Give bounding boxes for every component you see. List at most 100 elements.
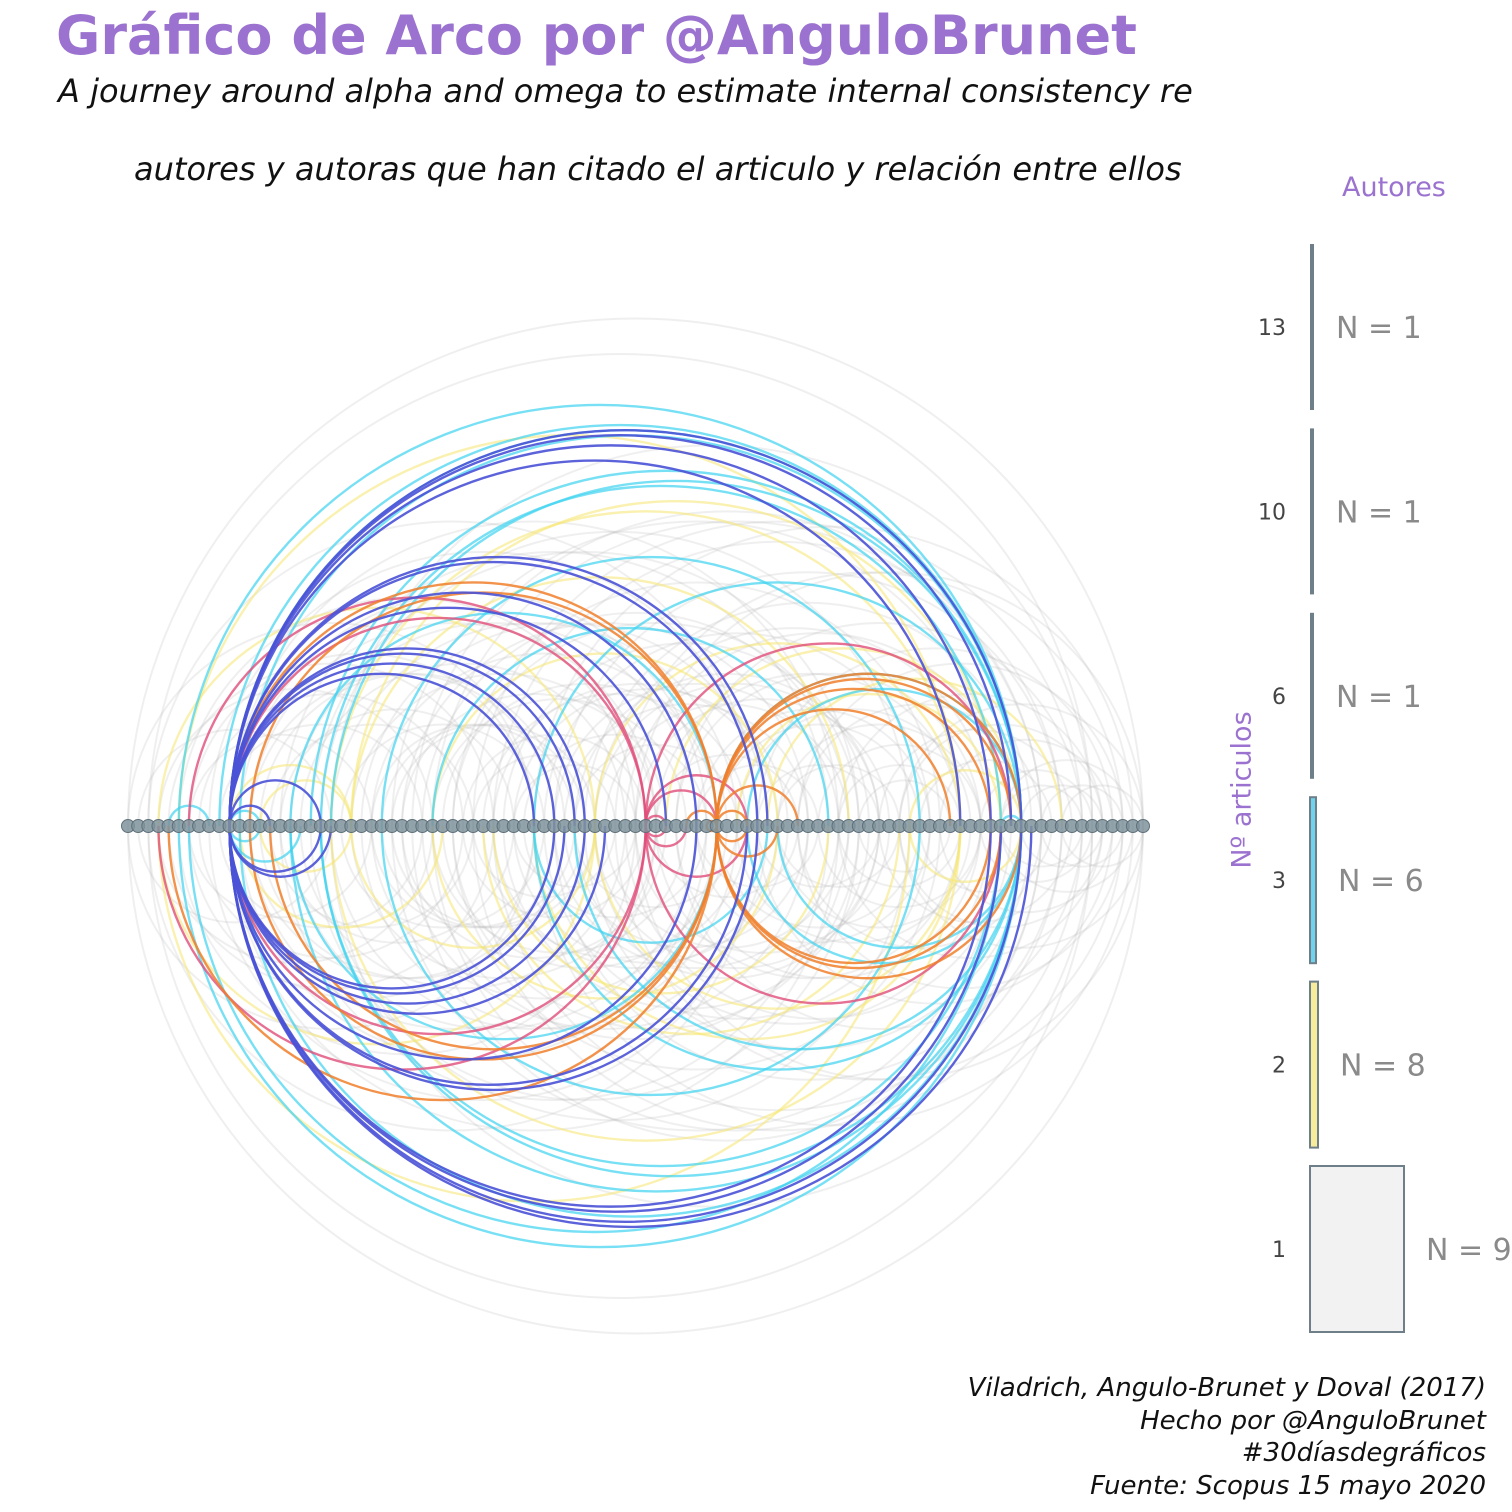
legend-bar xyxy=(1309,980,1319,1149)
arc-edge xyxy=(999,825,1134,893)
arc-edge xyxy=(319,825,911,1122)
arc-edge xyxy=(776,825,982,929)
arc-edge xyxy=(573,825,738,909)
arc-edge xyxy=(715,723,921,827)
arc-edge xyxy=(532,825,1023,1071)
arc-edge xyxy=(380,825,921,1097)
arc-edge xyxy=(258,779,353,827)
caption: Viladrich, Angulo-Brunet y Doval (2017) … xyxy=(968,1372,1486,1502)
arc-edge xyxy=(228,763,353,827)
arc-edge xyxy=(776,764,901,827)
arc-edge xyxy=(258,825,353,873)
arc-edge xyxy=(857,779,952,827)
arc-edge xyxy=(228,779,323,827)
arc-edge xyxy=(999,784,1084,827)
caption-line: Hecho por @AnguloBrunet xyxy=(1140,1405,1486,1436)
legend-tick-label: 6 xyxy=(1272,685,1286,710)
arc-edge xyxy=(837,825,962,888)
arc-edge xyxy=(127,825,1144,1335)
arc-edge xyxy=(522,825,708,919)
arc-edge xyxy=(167,825,495,990)
arc-edge xyxy=(502,642,870,827)
arc-edge xyxy=(532,581,1023,827)
arc-edge xyxy=(228,459,962,827)
arc-edge xyxy=(441,825,728,970)
arc-edge xyxy=(279,825,830,1101)
arc-edge xyxy=(553,571,1063,827)
arc-edge xyxy=(979,825,1094,883)
arc-edge xyxy=(330,825,738,1030)
arc-edge xyxy=(492,682,779,827)
arc-edge xyxy=(451,825,941,1071)
arc-edge xyxy=(187,825,1003,1234)
arc-edge xyxy=(908,769,1023,827)
arc-edge xyxy=(187,733,373,827)
arc-edge xyxy=(350,500,1003,827)
arc-edge xyxy=(837,764,962,827)
arc-edge xyxy=(461,733,647,827)
arc-edge xyxy=(279,551,830,827)
arc-edge xyxy=(380,555,921,827)
arc-edge xyxy=(664,647,1023,827)
arc-edge xyxy=(817,825,982,909)
arc-edge xyxy=(533,525,1134,827)
arc-edge xyxy=(532,825,769,944)
arc-edge xyxy=(431,698,688,827)
arc-edge xyxy=(380,723,586,827)
arc-edge xyxy=(340,723,546,827)
arc-edge xyxy=(167,825,718,1102)
arc-edge xyxy=(898,723,1104,827)
arc-edge xyxy=(522,733,708,827)
arc-edge xyxy=(279,708,515,827)
arc-edge xyxy=(939,825,1114,914)
legend-bar xyxy=(1310,244,1314,410)
arc-edge xyxy=(492,540,1063,827)
chart-subtitle-2: autores y autoras que han citado el arti… xyxy=(134,150,1182,188)
arc-edge xyxy=(228,825,1033,1229)
arc-edge xyxy=(593,627,992,827)
arc-edge xyxy=(776,825,901,888)
arc-edge xyxy=(228,825,647,1036)
legend-bar xyxy=(1310,612,1314,779)
legend-bar xyxy=(1310,428,1314,595)
arc-edge xyxy=(370,825,576,929)
arc-edge xyxy=(715,825,779,858)
arc-edge xyxy=(238,825,444,929)
legend-count-label: N = 1 xyxy=(1336,495,1422,530)
arc-edge xyxy=(411,510,1043,827)
arc-edge xyxy=(654,672,962,827)
arc-edge xyxy=(228,825,759,1092)
arc-edge xyxy=(390,723,596,827)
arc-edge xyxy=(127,622,535,827)
arc-edge xyxy=(177,403,1023,827)
arc-edge xyxy=(634,825,891,954)
arc-edge xyxy=(776,825,1023,949)
arc-edge xyxy=(431,626,830,827)
caption-line: #30díasdegráficos xyxy=(1241,1438,1486,1468)
nodes-layer xyxy=(121,819,1150,833)
chart-subtitle: A journey around alpha and omega to esti… xyxy=(58,72,1193,110)
arc-edge xyxy=(411,825,1043,1142)
arc-edge xyxy=(939,738,1114,827)
arc-edge xyxy=(228,444,992,827)
arc-edge xyxy=(228,560,759,827)
arc-edge xyxy=(360,825,769,1030)
arc-edge xyxy=(736,825,972,944)
arc-edge xyxy=(177,825,637,1056)
arc-edge xyxy=(147,520,759,827)
arc-edge xyxy=(228,825,333,878)
legend-count-label: N = 6 xyxy=(1338,864,1424,899)
arc-edge xyxy=(421,611,850,827)
page-title: Gráfico de Arco por @AnguloBrunet xyxy=(56,4,1137,67)
arc-edge xyxy=(532,825,962,1041)
arc-edge xyxy=(1060,825,1144,868)
arc-edge xyxy=(289,825,1023,1193)
arc-edge xyxy=(370,652,718,827)
arc-edge xyxy=(715,825,1023,980)
arc-edge xyxy=(248,825,657,1030)
arc-edge xyxy=(198,693,464,827)
arc-edge xyxy=(614,571,1124,827)
legend-tick-label: 1 xyxy=(1272,1238,1286,1263)
legend-tick-label: 3 xyxy=(1272,869,1286,894)
arc-edge xyxy=(127,317,1144,827)
